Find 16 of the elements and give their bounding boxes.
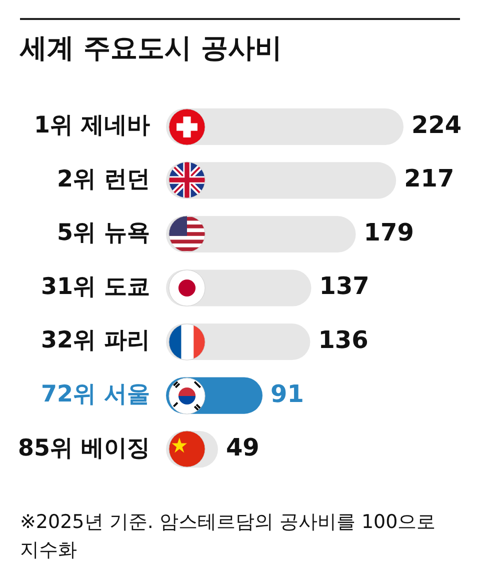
data-label: 91 [270, 380, 304, 408]
text: ※2025년 기준. 암스테르담의 공사비를 100으로 지수화 [20, 510, 437, 563]
y-tick-label: 1위 제네바 [34, 112, 150, 139]
y-tick-label: 2위 런던 [57, 166, 150, 192]
data-label: 49 [226, 434, 260, 462]
y-tick-label: 85위 베이징 [18, 435, 150, 462]
data-label: 136 [318, 326, 368, 354]
data-label: 179 [364, 218, 414, 246]
data-label: 224 [412, 110, 462, 139]
y-tick-label: 5위 뉴욕 [57, 220, 150, 246]
y-tick-label: 72위 서울 [41, 382, 150, 408]
data-label: 137 [319, 272, 370, 300]
y-tick-label: 31위 도쿄 [41, 274, 150, 300]
data-label: 217 [404, 164, 454, 193]
y-tick-label: 32위 파리 [41, 328, 150, 354]
chart-title: 세계 주요도시 공사비 [20, 32, 282, 66]
